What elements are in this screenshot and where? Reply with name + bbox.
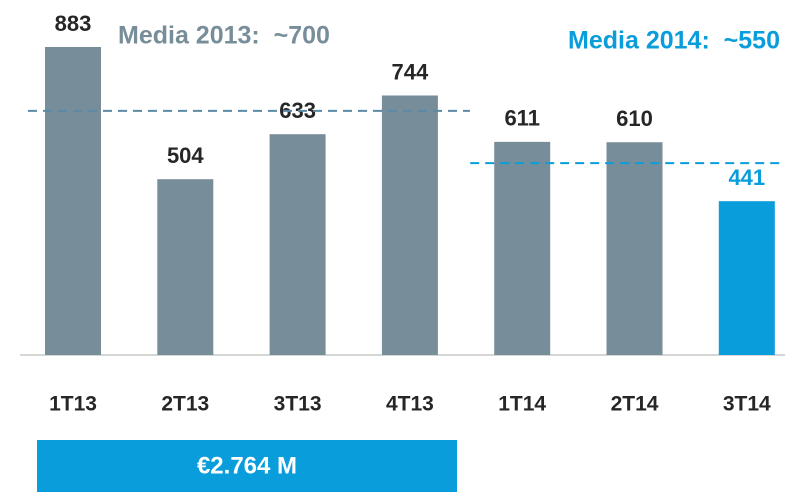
total-box	[37, 440, 457, 492]
x-tick-label: 4T13	[386, 393, 434, 416]
value-label: 610	[616, 106, 653, 131]
bar	[381, 95, 438, 355]
value-label: 611	[504, 106, 540, 131]
total-label: €2.764 M	[197, 452, 297, 479]
x-tick-label: 1T14	[498, 393, 546, 416]
bar	[45, 47, 101, 355]
x-tick-label: 3T13	[274, 393, 322, 416]
x-tick-label: 3T14	[723, 393, 771, 416]
value-label: 441	[728, 165, 765, 190]
x-tick-label: 1T13	[49, 393, 97, 416]
x-tick-label: 2T13	[161, 393, 209, 416]
bar	[157, 179, 214, 355]
bar	[606, 142, 663, 355]
x-tick-label: 2T14	[611, 393, 659, 416]
reference-label: Media 2013: ~700	[118, 22, 330, 50]
value-label: 744	[392, 59, 429, 84]
value-label: 883	[55, 11, 92, 36]
value-label: 504	[167, 143, 204, 168]
bar	[269, 134, 326, 355]
bar	[494, 141, 551, 355]
reference-label: Media 2014: ~550	[568, 27, 780, 55]
bar	[718, 201, 775, 355]
